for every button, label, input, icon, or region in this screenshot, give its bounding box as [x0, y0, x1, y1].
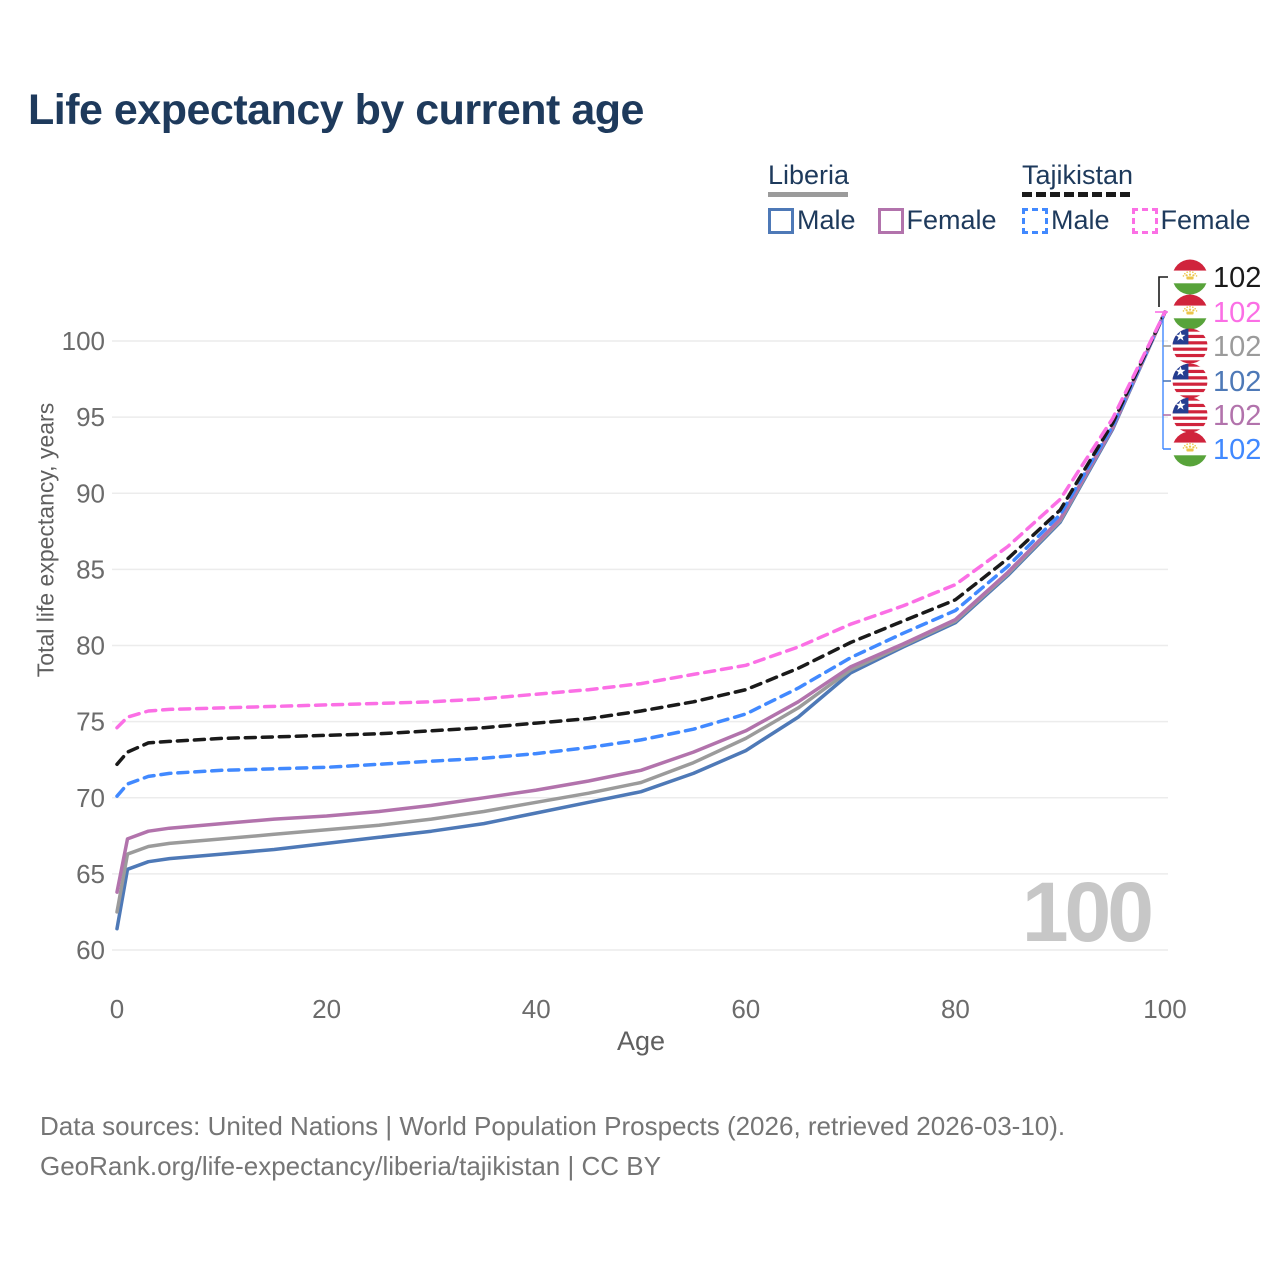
legend-item-liberia-female[interactable]: Female [877, 205, 997, 236]
tajikistan-female-swatch-icon [1131, 207, 1158, 234]
y-tick-label: 90 [76, 478, 105, 508]
legend-country-tajikistan[interactable]: Tajikistan [1022, 161, 1251, 197]
liberia-total-line-swatch [768, 192, 848, 197]
liberia-female-swatch-icon [877, 207, 904, 234]
y-tick-label: 70 [76, 783, 105, 813]
end-value-label-tajikistan-female: 102 [1213, 297, 1261, 329]
end-value-label-tajikistan-total: 102 [1213, 262, 1261, 294]
liberia-male-swatch-icon [768, 207, 794, 234]
series-line-tajikistan-male[interactable] [115, 310, 1167, 798]
y-tick-label: 100 [62, 326, 105, 356]
series-line-tajikistan-total[interactable] [115, 310, 1167, 767]
series-line-liberia-male[interactable] [115, 310, 1167, 931]
legend-item-tajikistan-female[interactable]: Female [1131, 205, 1251, 236]
legend-country-label: Tajikistan [1022, 160, 1134, 190]
series-line-liberia-female[interactable] [115, 310, 1167, 894]
legend-item-label: Female [906, 205, 997, 235]
legend-country-liberia[interactable]: Liberia [768, 161, 997, 197]
x-axis-title: Age [616, 1026, 666, 1056]
legend-items-tajikistan: Male Female [1022, 205, 1251, 236]
legend-item-label: Male [797, 205, 856, 235]
end-value-label-tajikistan-male: 102 [1213, 434, 1261, 466]
y-tick-label: 75 [76, 707, 105, 737]
legend-item-tajikistan-male[interactable]: Male [1022, 205, 1110, 236]
y-tick-label: 80 [76, 631, 105, 661]
y-axis-title: Total life expectancy, years [32, 402, 59, 678]
tajikistan-flag-icon [1172, 294, 1208, 330]
leader-line [1158, 276, 1168, 307]
legend-item-label: Female [1160, 205, 1251, 235]
y-tick-label: 85 [76, 554, 105, 584]
x-tick-label: 40 [522, 994, 551, 1024]
legend-item-liberia-male[interactable]: Male [768, 205, 856, 236]
footer-credits: Data sources: United Nations | World Pop… [40, 1106, 1065, 1186]
y-tick-label: 65 [76, 859, 105, 889]
page-title: Life expectancy by current age [28, 86, 644, 134]
end-value-label-liberia-total: 102 [1213, 331, 1261, 363]
legend-group-liberia: Liberia Male Female [768, 161, 997, 236]
liberia-flag-icon [1172, 328, 1208, 364]
tajikistan-flag-icon [1172, 431, 1208, 467]
footer-line-attribution: GeoRank.org/life-expectancy/liberia/taji… [40, 1151, 661, 1181]
legend-items-liberia: Male Female [768, 205, 997, 236]
end-value-label-liberia-female: 102 [1213, 400, 1261, 432]
tajikistan-total-line-swatch [1022, 192, 1130, 197]
y-tick-label: 60 [76, 935, 105, 965]
x-tick-label: 20 [312, 994, 341, 1024]
end-value-label-liberia-male: 102 [1213, 366, 1261, 398]
x-tick-label: 0 [110, 994, 124, 1024]
legend-item-label: Male [1051, 205, 1110, 235]
legend-country-label: Liberia [768, 160, 850, 190]
x-tick-label: 80 [941, 994, 970, 1024]
tajikistan-flag-icon [1172, 259, 1208, 295]
series-line-liberia-total[interactable] [115, 310, 1167, 914]
liberia-flag-icon [1172, 397, 1208, 433]
footer-line-sources: Data sources: United Nations | World Pop… [40, 1111, 1066, 1141]
series-line-tajikistan-female[interactable] [115, 310, 1167, 730]
legend-group-tajikistan: Tajikistan Male Female [1022, 161, 1251, 236]
hover-age-readout: 100 [1021, 865, 1154, 959]
x-tick-label: 60 [731, 994, 760, 1024]
liberia-flag-icon [1172, 363, 1208, 399]
tajikistan-male-swatch-icon [1022, 207, 1048, 234]
x-tick-label: 100 [1143, 994, 1186, 1024]
y-tick-label: 95 [76, 402, 105, 432]
